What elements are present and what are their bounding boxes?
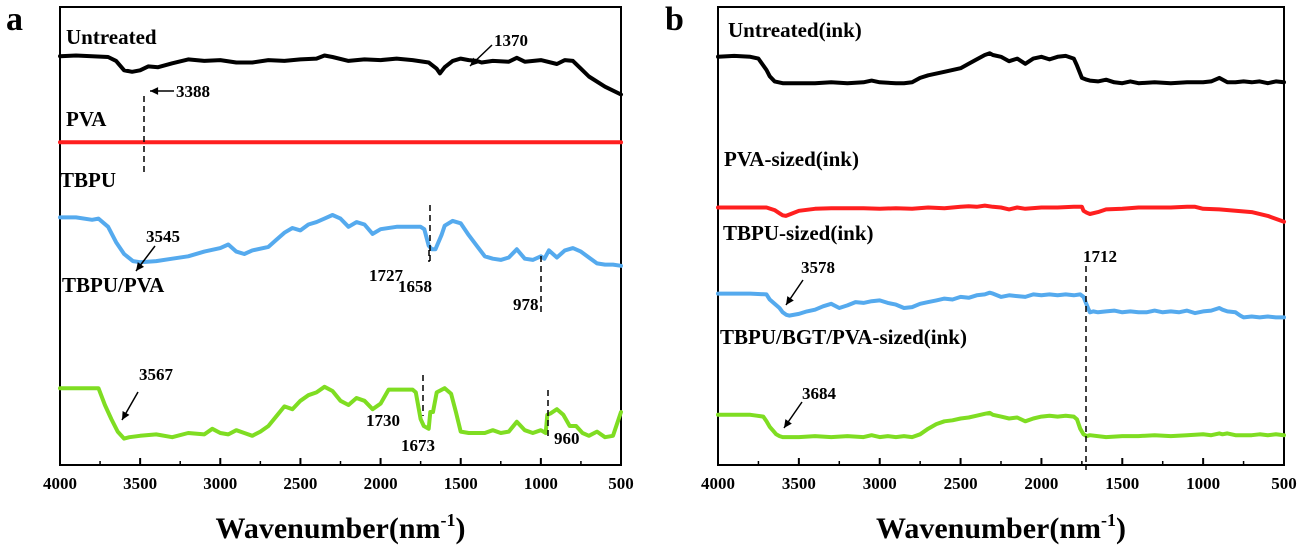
panel-a: a 4000 3500 3000 2500 2000 1500 1000 500 Wavenumb…: [6, 1, 634, 545]
series-line-tbpu: [58, 213, 623, 268]
annotation-label-3545: 3545: [146, 227, 180, 246]
x-tick-label: 2500: [944, 474, 978, 493]
annotation-arrowhead-3567: [122, 411, 130, 420]
series-line-tbpu-bgt-pva-sized-ink-: [716, 410, 1286, 440]
series-line-pva-sized-ink-: [716, 203, 1286, 224]
plot-frame: [59, 6, 622, 466]
x-tick-label: 3500: [782, 474, 816, 493]
x-tick-label: 3500: [123, 474, 157, 493]
x-tick-label: 4000: [701, 474, 735, 493]
annotation-label-1673: 1673: [401, 436, 435, 455]
x-tick-label: 1000: [524, 474, 558, 493]
x-axis-label: Wavenumber(nm-1): [216, 510, 466, 545]
series-line-untreated: [58, 53, 623, 97]
x-axis: 4000 3500 3000 2500 2000 1500 1000 500: [701, 458, 1297, 493]
series-line-tbpu-pva: [58, 384, 623, 441]
annotation-label-1658: 1658: [398, 277, 432, 296]
series-label-tbpu: TBPU: [60, 168, 116, 192]
series-label-pva-sized-ink-: PVA-sized(ink): [724, 147, 859, 171]
x-tick-label: 2000: [364, 474, 398, 493]
x-axis-label: Wavenumber(nm-1): [876, 510, 1126, 545]
annotation-arrowhead-3578: [786, 296, 794, 305]
panel-letter: b: [665, 1, 684, 38]
x-tick-label: 4000: [43, 474, 77, 493]
x-tick-label: 500: [1271, 474, 1297, 493]
series-label-tbpu-bgt-pva-sized-ink-: TBPU/BGT/PVA-sized(ink): [720, 325, 967, 349]
series-label-untreated-ink-: Untreated(ink): [728, 18, 862, 42]
panel-b: b 4000 3500 3000 2500 2000 1500 1000 500 Wavenumb…: [665, 1, 1297, 545]
annotation-label-3388: 3388: [176, 82, 210, 101]
annotation-arrowhead-1370: [470, 57, 479, 66]
x-axis: 4000 3500 3000 2500 2000 1500 1000 500: [43, 458, 634, 493]
x-tick-label: 3000: [863, 474, 897, 493]
series-label-tbpu-sized-ink-: TBPU-sized(ink): [723, 221, 874, 245]
annotation-label-1370: 1370: [494, 31, 528, 50]
annotation-arrowhead-3388: [150, 87, 159, 95]
series-label-untreated: Untreated: [66, 25, 157, 49]
annotation-label-1712: 1712: [1083, 247, 1117, 266]
series-label-tbpu-pva: TBPU/PVA: [62, 273, 165, 297]
annotation-label-960: 960: [554, 429, 580, 448]
annotation-label-978: 978: [513, 295, 539, 314]
panel-letter: a: [6, 1, 23, 38]
series-line-untreated-ink-: [716, 51, 1286, 86]
x-tick-label: 1500: [1105, 474, 1139, 493]
annotation-label-3567: 3567: [139, 365, 174, 384]
series-label-pva: PVA: [66, 107, 107, 131]
x-tick-label: 2500: [283, 474, 317, 493]
x-tick-label: 500: [608, 474, 634, 493]
annotation-arrowhead-3684: [784, 419, 792, 428]
annotation-label-1730: 1730: [366, 411, 400, 430]
series-line-tbpu-sized-ink-: [716, 290, 1286, 320]
x-tick-label: 1500: [444, 474, 478, 493]
annotation-arrowhead-3545: [136, 262, 145, 271]
annotation-label-1727: 1727: [369, 266, 404, 285]
annotation-label-3578: 3578: [801, 258, 835, 277]
x-tick-label: 3000: [203, 474, 237, 493]
x-tick-label: 1000: [1186, 474, 1220, 493]
annotation-label-3684: 3684: [802, 384, 837, 403]
x-tick-label: 2000: [1024, 474, 1058, 493]
